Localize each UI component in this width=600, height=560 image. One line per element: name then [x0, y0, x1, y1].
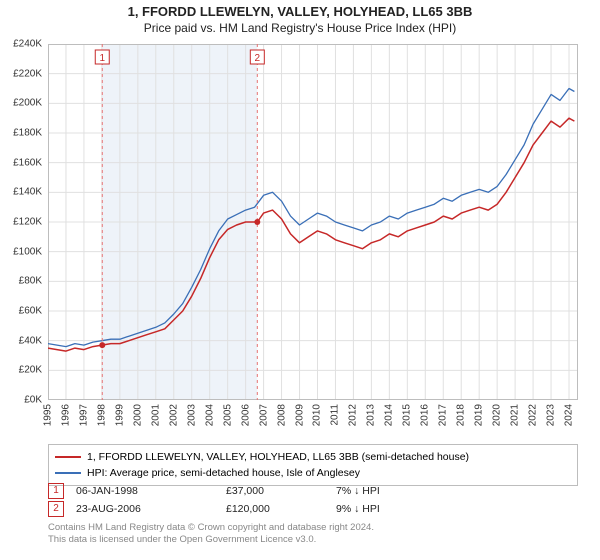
svg-text:1: 1 — [99, 53, 105, 64]
titles: 1, FFORDD LLEWELYN, VALLEY, HOLYHEAD, LL… — [0, 0, 600, 35]
chart-container: 1, FFORDD LLEWELYN, VALLEY, HOLYHEAD, LL… — [0, 0, 600, 560]
transaction-marker-2: 2 — [48, 501, 64, 517]
legend-swatch-2 — [55, 472, 81, 474]
svg-text:2: 2 — [255, 53, 261, 64]
title-sub: Price paid vs. HM Land Registry's House … — [0, 21, 600, 35]
plot-area: 12 — [48, 44, 578, 400]
transaction-price: £37,000 — [226, 485, 336, 497]
transaction-pct: 7% ↓ HPI — [336, 485, 456, 497]
transaction-row: 1 06-JAN-1998 £37,000 7% ↓ HPI — [48, 482, 578, 500]
transaction-row: 2 23-AUG-2006 £120,000 9% ↓ HPI — [48, 500, 578, 518]
title-address: 1, FFORDD LLEWELYN, VALLEY, HOLYHEAD, LL… — [0, 4, 600, 19]
transaction-marker-1: 1 — [48, 483, 64, 499]
legend-swatch-1 — [55, 456, 81, 458]
y-axis-labels: £0K£20K£40K£60K£80K£100K£120K£140K£160K£… — [0, 44, 44, 400]
footer-line-1: Contains HM Land Registry data © Crown c… — [48, 522, 374, 534]
legend-row: HPI: Average price, semi-detached house,… — [55, 465, 571, 481]
transaction-price: £120,000 — [226, 503, 336, 515]
legend-label-1: 1, FFORDD LLEWELYN, VALLEY, HOLYHEAD, LL… — [87, 451, 469, 463]
legend-label-2: HPI: Average price, semi-detached house,… — [87, 467, 360, 479]
transaction-date: 23-AUG-2006 — [76, 503, 226, 515]
footer-line-2: This data is licensed under the Open Gov… — [48, 534, 374, 546]
transactions: 1 06-JAN-1998 £37,000 7% ↓ HPI 2 23-AUG-… — [48, 482, 578, 518]
legend-row: 1, FFORDD LLEWELYN, VALLEY, HOLYHEAD, LL… — [55, 449, 571, 465]
footer: Contains HM Land Registry data © Crown c… — [48, 522, 374, 547]
transaction-date: 06-JAN-1998 — [76, 485, 226, 497]
legend: 1, FFORDD LLEWELYN, VALLEY, HOLYHEAD, LL… — [48, 444, 578, 486]
transaction-pct: 9% ↓ HPI — [336, 503, 456, 515]
x-axis-labels: 1995199619971998199920002001200220032004… — [48, 404, 578, 434]
